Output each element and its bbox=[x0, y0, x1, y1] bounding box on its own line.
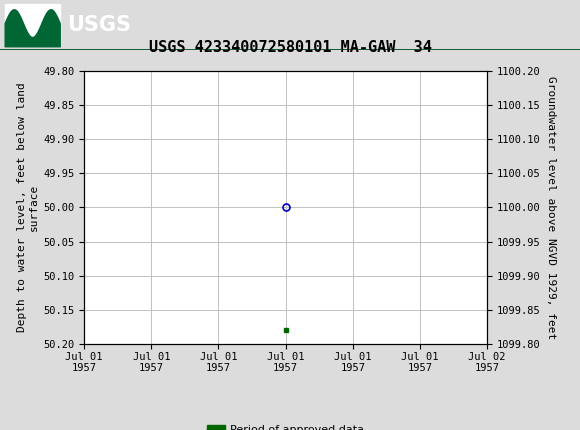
Legend: Period of approved data: Period of approved data bbox=[207, 425, 364, 430]
FancyBboxPatch shape bbox=[5, 4, 60, 46]
Y-axis label: Depth to water level, feet below land
surface: Depth to water level, feet below land su… bbox=[17, 83, 39, 332]
Text: USGS 423340072580101 MA-GAW  34: USGS 423340072580101 MA-GAW 34 bbox=[148, 40, 432, 55]
Y-axis label: Groundwater level above NGVD 1929, feet: Groundwater level above NGVD 1929, feet bbox=[546, 76, 556, 339]
Text: USGS: USGS bbox=[67, 15, 130, 35]
